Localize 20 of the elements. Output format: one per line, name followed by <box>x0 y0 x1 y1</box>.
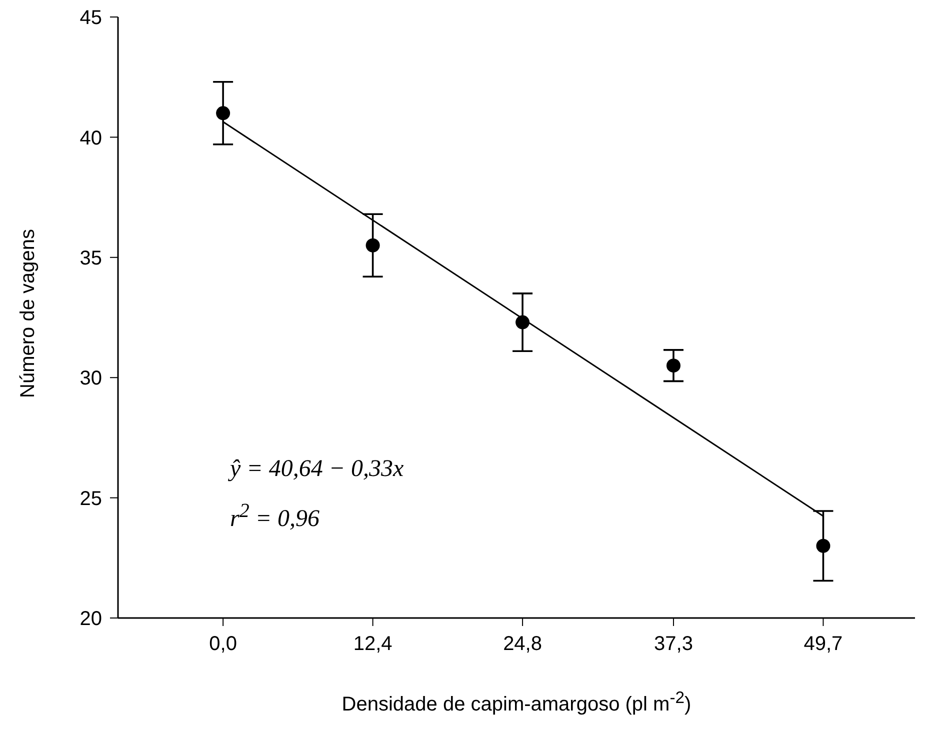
y-tick-label: 40 <box>80 127 102 150</box>
x-tick-label: 49,7 <box>804 633 843 656</box>
point <box>516 315 530 330</box>
point <box>366 238 380 252</box>
x-tick-label: 0,0 <box>209 633 237 656</box>
annotation: r$^{2}$ = 0,96 <box>230 500 320 533</box>
point <box>216 106 230 120</box>
y-tick-label: 25 <box>80 488 102 510</box>
x-axis-title: Densidade de capim-amargoso (pl m$^{-2}$) <box>340 688 692 717</box>
point <box>816 538 830 553</box>
y-tick-label: 20 <box>80 608 102 630</box>
y-tick-label: 45 <box>80 7 102 30</box>
annotation: ŷ = 40,64 − 0,33x <box>230 456 404 483</box>
y-tick-label: 30 <box>80 368 102 390</box>
x-tick-label: 37,3 <box>654 633 693 656</box>
x-tick-label: 24,8 <box>503 633 542 656</box>
y-axis-title: Número de vagens <box>16 228 40 398</box>
y-tick-label: 35 <box>80 248 102 270</box>
x-tick-label: 12,4 <box>353 633 392 656</box>
point <box>666 358 680 373</box>
